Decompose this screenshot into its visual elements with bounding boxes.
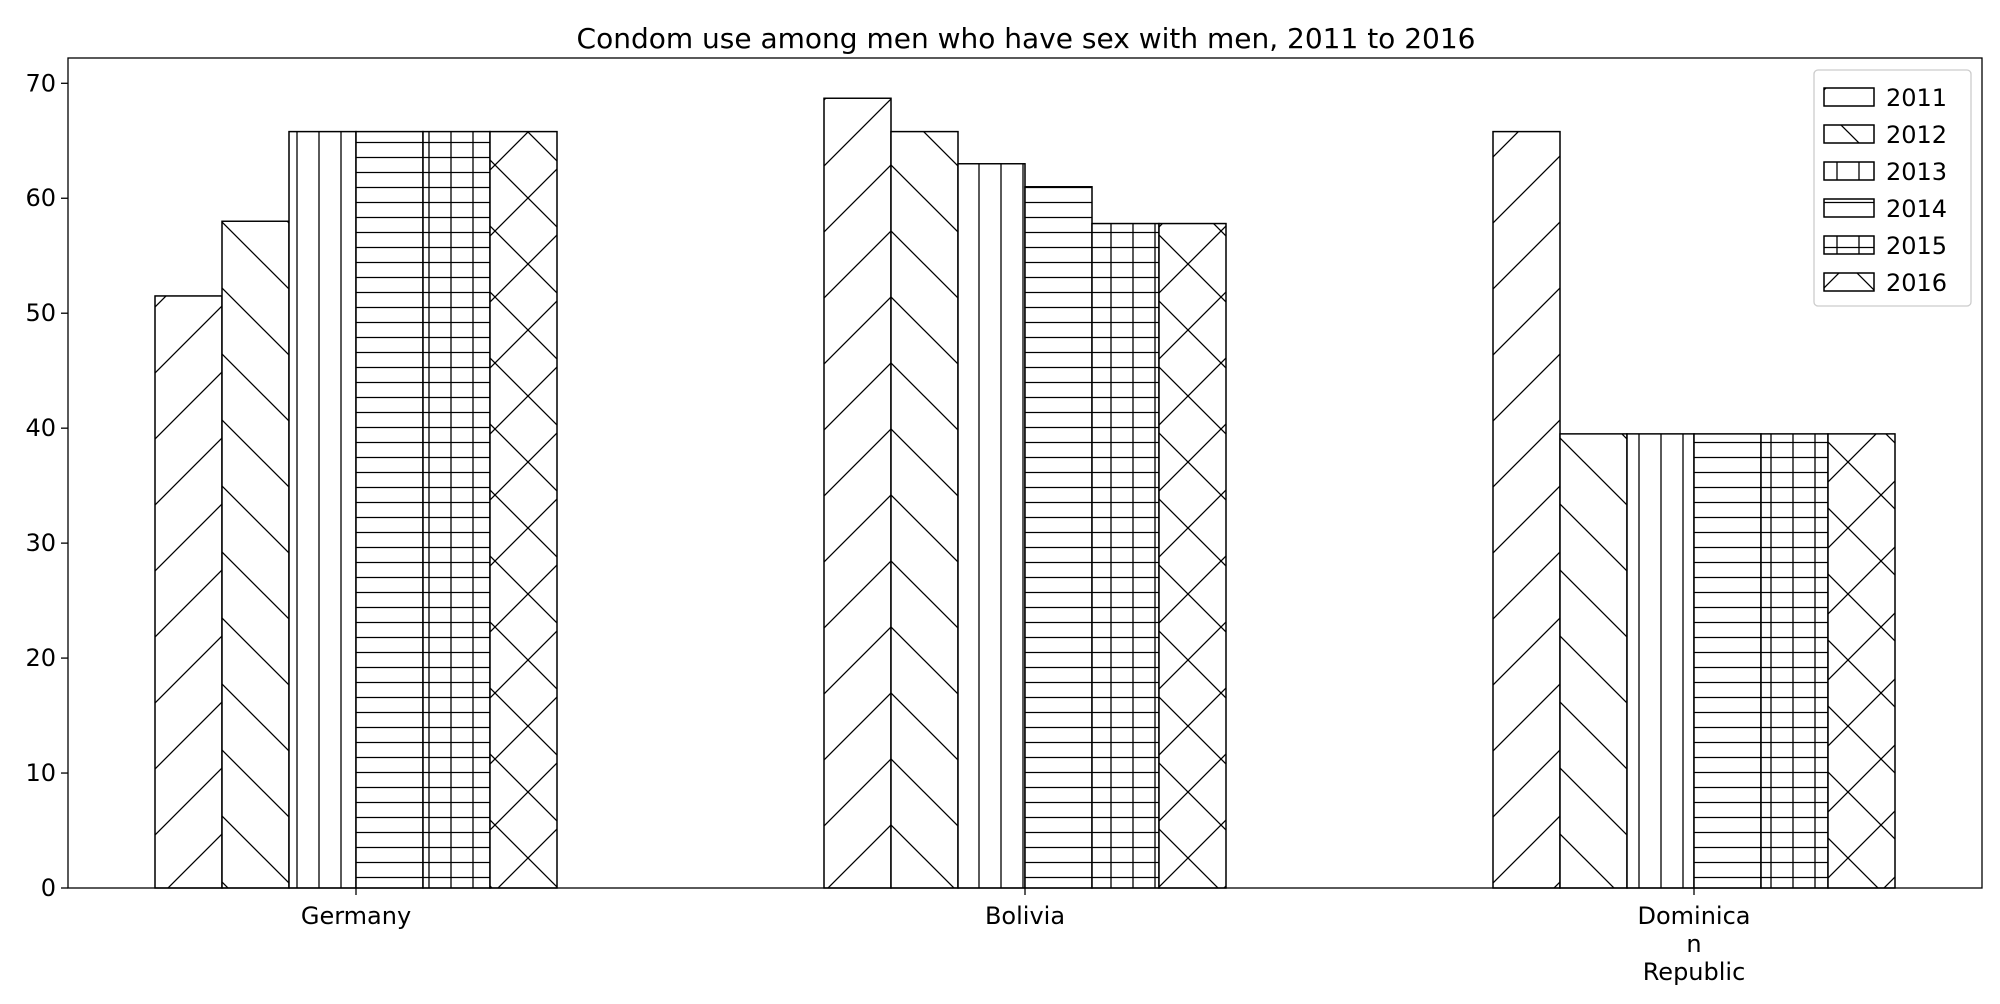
legend-label-2013: 2013: [1886, 158, 1947, 186]
legend-swatch-hatch-2016: [1823, 272, 1875, 292]
bar-hatch-2012-1: [890, 130, 959, 889]
legend-label-2012: 2012: [1886, 121, 1947, 149]
bar-hatch-2015-2: [1760, 433, 1829, 889]
y-tick-label: 10: [25, 759, 56, 787]
x-tick-label: Bolivia: [985, 902, 1065, 930]
bar-hatch-2014-1: [1024, 186, 1093, 889]
bars-layer: [154, 97, 1896, 889]
bar-hatch-2011-1: [823, 97, 892, 889]
bar-hatch-2012-0: [221, 220, 290, 889]
y-tick-label: 0: [41, 874, 56, 902]
bar-hatch-2015-0: [422, 130, 491, 889]
bar-hatch-2012-2: [1559, 433, 1628, 889]
legend-swatch-hatch-2011: [1823, 87, 1875, 107]
y-tick-label: 40: [25, 414, 56, 442]
bar-hatch-2013-0: [288, 130, 357, 889]
legend-swatch-hatch-2014: [1823, 198, 1875, 218]
bar-hatch-2011-2: [1492, 130, 1561, 889]
legend-swatch-hatch-2012: [1823, 124, 1875, 144]
y-tick-label: 50: [25, 299, 56, 327]
legend-label-2016: 2016: [1886, 269, 1947, 297]
y-tick-label: 30: [25, 529, 56, 557]
bar-hatch-2016-0: [489, 130, 558, 889]
legend: 2011 2012 2013 2014 2015 2016: [1813, 69, 1972, 307]
y-tick-label: 70: [25, 69, 56, 97]
legend-label-2015: 2015: [1886, 232, 1947, 260]
legend-label-2014: 2014: [1886, 195, 1947, 223]
x-axis: Germany Bolivia Dominica n Republic: [301, 888, 1751, 986]
chart-title: Condom use among men who have sex with m…: [577, 22, 1476, 55]
bar-hatch-2015-1: [1091, 222, 1160, 889]
x-tick-label: Germany: [301, 902, 411, 930]
bar-hatch-2013-2: [1626, 433, 1695, 889]
bar-hatch-2011-0: [154, 295, 223, 889]
legend-label-2011: 2011: [1886, 84, 1947, 112]
bar-hatch-2013-1: [957, 163, 1026, 889]
x-tick-label: Dominica n Republic: [1638, 902, 1751, 986]
y-tick-label: 60: [25, 184, 56, 212]
bar-hatch-2014-2: [1693, 433, 1762, 889]
bar-hatch-2014-0: [355, 130, 424, 889]
y-axis: 0 10 20 30 40 50 60 70: [25, 69, 68, 902]
bar-hatch-2016-2: [1827, 433, 1896, 889]
bar-hatch-2016-1: [1158, 222, 1227, 889]
legend-swatch-hatch-2015: [1823, 235, 1875, 255]
y-tick-label: 20: [25, 644, 56, 672]
legend-swatch-hatch-2013: [1823, 161, 1875, 181]
